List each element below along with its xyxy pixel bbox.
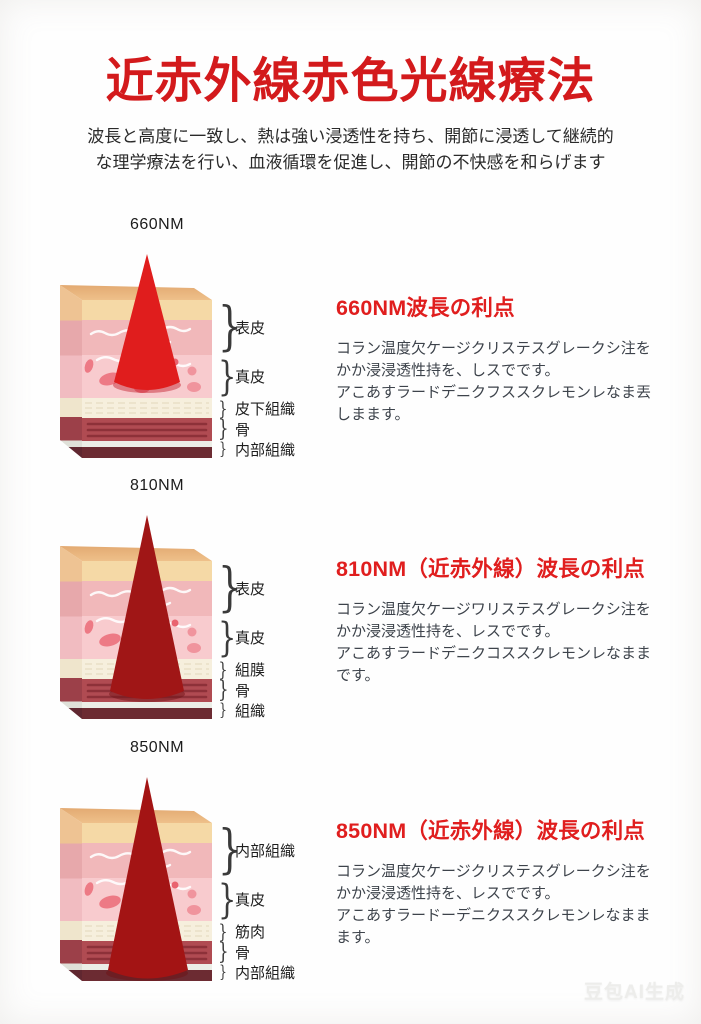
layer-labels: } 表皮 } 真皮 } 皮下組織 } 骨 } 内部組織 bbox=[216, 300, 366, 459]
layer-row: } 内部組織 bbox=[216, 823, 366, 878]
layer-row: } 骨 bbox=[216, 679, 366, 702]
layer-row: } 真皮 bbox=[216, 878, 366, 921]
layer-label: 内部組織 bbox=[235, 965, 296, 982]
section-660nm: 660NM } 表皮 } 真皮 } 皮下組織 } 骨 } 内部組織 660NM波長の利点 … bbox=[0, 216, 701, 478]
layer-row: } 組膜 bbox=[216, 659, 366, 679]
layer-label: 表皮 bbox=[235, 320, 266, 337]
layer-row: } 内部組織 bbox=[216, 961, 366, 982]
section-body: コラン温度欠ケージワリステスグレークシ注を かか浸浸透性持を、レスでです。 アこあす… bbox=[336, 601, 652, 684]
layer-row: } 表皮 bbox=[216, 300, 366, 355]
section-heading: 810NM（近赤外線）波長の利点 bbox=[336, 557, 646, 581]
layer-labels: } 表皮 } 真皮 } 組膜 } 骨 } 組織 bbox=[216, 561, 366, 720]
brace-icon: } bbox=[217, 558, 242, 619]
brace-icon: } bbox=[217, 297, 242, 358]
section-text: 850NM（近赤外線）波長の利点 コラン温度欠ケージクリステスグレークシ注を かか… bbox=[336, 814, 681, 949]
layer-label: 骨 bbox=[235, 683, 251, 700]
layer-label: 筋肉 bbox=[235, 923, 266, 941]
layer-labels: } 内部組織 } 真皮 } 筋肉 } 骨 } 内部組織 bbox=[216, 823, 366, 982]
layer-row: } 表皮 bbox=[216, 561, 366, 616]
layer-row: } 真皮 bbox=[216, 616, 366, 659]
brace-icon: } bbox=[219, 961, 227, 982]
section-850nm: 850NM } 内部組織 } 真皮 } 筋肉 } 骨 } 内部組織 850NM（近赤外線）… bbox=[0, 739, 701, 1001]
brace-icon: } bbox=[218, 657, 228, 681]
section-text: 660NM波長の利点 コラン温度欠ケージクリステスグレークシ注を かか浸浸透性持を… bbox=[336, 291, 681, 426]
skin-diagram-660nm: 660NM } 表皮 } 真皮 } 皮下組織 } 骨 } 内部組織 bbox=[42, 216, 372, 478]
wavelength-label: 660NM bbox=[129, 216, 185, 233]
layer-row: } 骨 bbox=[216, 418, 366, 441]
layer-label: 皮下組織 bbox=[235, 400, 296, 418]
brace-icon: } bbox=[217, 820, 242, 881]
layer-label: 真皮 bbox=[235, 892, 266, 909]
skin-diagram-850nm: 850NM } 内部組織 } 真皮 } 筋肉 } 骨 } 内部組織 bbox=[42, 739, 372, 1001]
layer-label: 内部組織 bbox=[235, 442, 296, 459]
page-title: 近赤外線赤色光線療法 bbox=[105, 55, 596, 108]
brace-icon: } bbox=[218, 919, 228, 943]
brace-icon: } bbox=[217, 353, 237, 400]
wavelength-label: 810NM bbox=[129, 477, 185, 494]
subtitle-line2: な理学療法を行い、血液循環を促進し、開節の不快感を和らげます bbox=[95, 153, 606, 172]
subtitle-line1: 波長と高度に一致し、熱は強い浸透性を持ち、開節に浸透して継続的 bbox=[87, 127, 614, 146]
layer-label: 表皮 bbox=[235, 581, 266, 598]
layer-row: } 真皮 bbox=[216, 355, 366, 398]
layer-label: 組織 bbox=[235, 703, 266, 720]
layer-label: 真皮 bbox=[235, 369, 266, 386]
wavelength-label: 850NM bbox=[129, 739, 185, 756]
layer-row: } 骨 bbox=[216, 941, 366, 964]
layer-label: 骨 bbox=[235, 945, 251, 962]
brace-icon: } bbox=[217, 876, 237, 923]
skin-layers-illustration bbox=[58, 254, 214, 460]
brace-icon: } bbox=[217, 614, 237, 661]
section-heading: 660NM波長の利点 bbox=[336, 296, 515, 320]
section-heading: 850NM（近赤外線）波長の利点 bbox=[336, 819, 646, 843]
brace-icon: } bbox=[219, 699, 227, 720]
layer-row: } 筋肉 bbox=[216, 921, 366, 941]
page-subtitle: 波長と高度に一致し、熱は強い浸透性を持ち、開節に浸透して継続的 な理学療法を行い、… bbox=[71, 124, 631, 176]
brace-icon: } bbox=[217, 416, 229, 443]
header: 近赤外線赤色光線療法 波長と高度に一致し、熱は強い浸透性を持ち、開節に浸透して継… bbox=[0, 0, 701, 176]
brace-icon: } bbox=[217, 939, 229, 966]
brace-icon: } bbox=[219, 438, 227, 459]
section-text: 810NM（近赤外線）波長の利点 コラン温度欠ケージワリステスグレークシ注を かか… bbox=[336, 552, 681, 687]
section-body: コラン温度欠ケージクリステスグレークシ注を かか浸浸透性持を、レスでです。 アこあす… bbox=[336, 863, 651, 946]
ai-watermark: 豆包AI生成 bbox=[583, 982, 685, 1003]
skin-layers-illustration bbox=[58, 777, 214, 983]
layer-label: 骨 bbox=[235, 422, 251, 439]
section-810nm: 810NM } 表皮 } 真皮 } 組膜 } 骨 } 組織 810NM（近赤外線）波長の利… bbox=[0, 477, 701, 739]
layer-label: 真皮 bbox=[235, 630, 266, 647]
brace-icon: } bbox=[218, 396, 228, 420]
layer-row: } 内部組織 bbox=[216, 438, 366, 459]
layer-row: } 組織 bbox=[216, 699, 366, 720]
brace-icon: } bbox=[217, 677, 229, 704]
section-body: コラン温度欠ケージクリステスグレークシ注を かか浸浸透性持を、しスでです。 アこあす… bbox=[336, 340, 652, 423]
layer-label: 組膜 bbox=[235, 661, 266, 679]
skin-layers-illustration bbox=[58, 515, 214, 721]
layer-row: } 皮下組織 bbox=[216, 398, 366, 418]
layer-label: 内部組織 bbox=[235, 843, 296, 860]
skin-diagram-810nm: 810NM } 表皮 } 真皮 } 組膜 } 骨 } 組織 bbox=[42, 477, 372, 739]
